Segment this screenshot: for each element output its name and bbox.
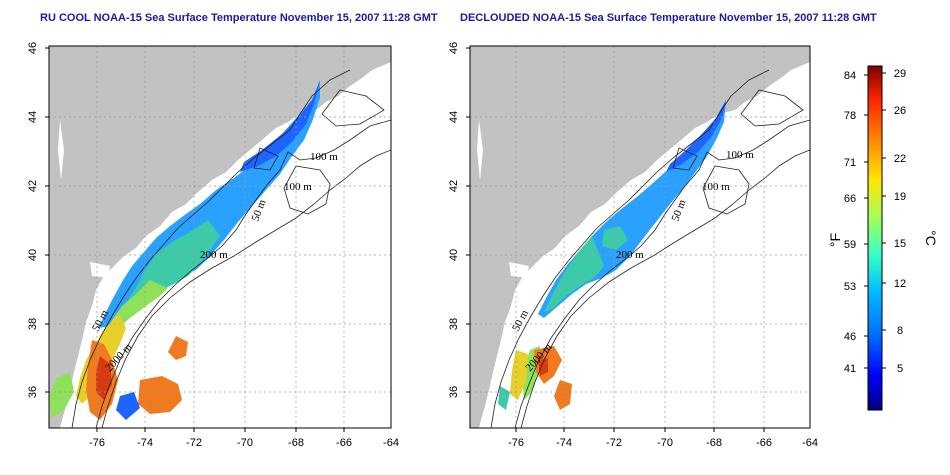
- celsius-tick: 12: [894, 278, 906, 290]
- x-tick: -72: [186, 437, 202, 449]
- contour-label: 100 m: [726, 149, 754, 161]
- x-tick: -70: [237, 437, 253, 449]
- land-mass: [49, 46, 391, 428]
- contour-label: 100 m: [284, 181, 312, 193]
- contour-label: 200 m: [616, 249, 644, 261]
- fahrenheit-tick: 41: [844, 363, 856, 375]
- y-tick: 44: [448, 111, 460, 123]
- x-tick: -68: [288, 437, 304, 449]
- fahrenheit-tick: 59: [844, 239, 856, 251]
- celsius-tick: 15: [894, 238, 906, 250]
- land-mass: [470, 46, 810, 428]
- y-tick: 46: [27, 42, 39, 54]
- x-tick: -68: [706, 437, 722, 449]
- celsius-tick: 8: [897, 325, 903, 337]
- x-tick: -72: [606, 437, 622, 449]
- fahrenheit-tick: 71: [844, 157, 856, 169]
- y-tick: 40: [448, 249, 460, 261]
- celsius-tick: 19: [894, 191, 906, 203]
- x-tick: -74: [137, 437, 153, 449]
- fahrenheit-unit-label: °F: [827, 233, 843, 247]
- celsius-unit-label: °C: [923, 230, 939, 246]
- fahrenheit-tick: 66: [844, 193, 856, 205]
- fahrenheit-tick: 84: [844, 70, 856, 82]
- contour-label: 100 m: [310, 151, 338, 163]
- fahrenheit-tick: 46: [844, 331, 856, 343]
- y-tick: 38: [27, 318, 39, 330]
- contour-label: 100 m: [702, 181, 730, 193]
- celsius-tick: 22: [894, 153, 906, 165]
- y-tick: 38: [448, 318, 460, 330]
- temperature-colorbar: 84 78 71 66 59 53 46 41 29 26 22 19 15 1…: [827, 65, 939, 411]
- celsius-tick: 29: [894, 68, 906, 80]
- celsius-tick: 5: [897, 363, 903, 375]
- y-tick: 36: [27, 386, 39, 398]
- y-tick: 42: [448, 180, 460, 192]
- y-tick: 40: [27, 249, 39, 261]
- x-axis: -76 -74 -72 -70 -68 -66 -64: [508, 437, 818, 449]
- y-tick: 44: [27, 111, 39, 123]
- map-title-declouded: DECLOUDED NOAA-15 Sea Surface Temperatur…: [460, 12, 877, 24]
- x-axis: -76 -74 -72 -70 -68 -66 -64: [89, 437, 399, 449]
- colorbar-gradient: [867, 65, 883, 411]
- celsius-tick: 26: [894, 105, 906, 117]
- x-tick: -74: [556, 437, 572, 449]
- map-title-raw: RU COOL NOAA-15 Sea Surface Temperature …: [40, 12, 438, 24]
- fahrenheit-tick: 53: [844, 281, 856, 293]
- fahrenheit-tick: 78: [844, 110, 856, 122]
- x-tick: -64: [802, 437, 818, 449]
- y-tick: 42: [27, 180, 39, 192]
- y-tick: 36: [448, 386, 460, 398]
- contour-label: 200 m: [200, 249, 228, 261]
- x-tick: -66: [756, 437, 772, 449]
- x-tick: -66: [336, 437, 352, 449]
- y-tick: 46: [448, 42, 460, 54]
- sst-map-declouded: 100 m 100 m 50 m 200 m 50 m 2000 m -76 -…: [448, 42, 818, 449]
- x-tick: -64: [383, 437, 399, 449]
- x-tick: -76: [89, 437, 105, 449]
- x-tick: -76: [508, 437, 524, 449]
- x-tick: -70: [657, 437, 673, 449]
- sst-map-raw: 100 m 100 m 50 m 200 m 50 m 2000 m -76 -…: [27, 42, 399, 449]
